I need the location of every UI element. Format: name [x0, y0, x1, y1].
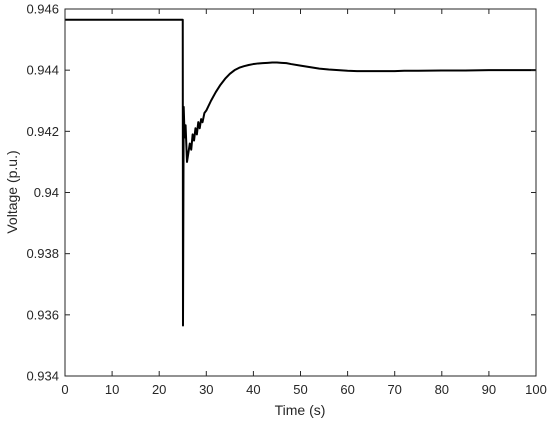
x-tick-label: 0 [61, 382, 68, 397]
voltage-series-line [65, 18, 536, 327]
y-tick-label: 0.944 [26, 63, 59, 78]
x-tick-label: 10 [105, 382, 119, 397]
x-tick-label: 60 [340, 382, 354, 397]
x-tick-label: 70 [387, 382, 401, 397]
x-tick-label: 80 [435, 382, 449, 397]
y-tick-label: 0.934 [26, 369, 59, 384]
y-tick-label: 0.946 [26, 2, 59, 17]
x-tick-label: 90 [482, 382, 496, 397]
x-tick-label: 30 [199, 382, 213, 397]
y-axis-label: Voltage (p.u.) [4, 150, 20, 233]
y-tick-label: 0.94 [34, 185, 59, 200]
x-tick-label: 40 [246, 382, 260, 397]
y-tick-label: 0.936 [26, 307, 59, 322]
x-tick-label: 20 [152, 382, 166, 397]
data-layer [65, 18, 536, 327]
x-axis-label: Time (s) [275, 402, 326, 418]
x-axis: 0 10 20 30 40 50 60 70 80 90 100 [61, 9, 547, 397]
x-tick-label: 100 [525, 382, 547, 397]
y-axis: 0.934 0.936 0.938 0.94 0.942 0.944 0.946 [26, 2, 536, 384]
x-tick-label: 50 [293, 382, 307, 397]
y-tick-label: 0.942 [26, 124, 59, 139]
plot-background [65, 9, 536, 376]
y-tick-label: 0.938 [26, 246, 59, 261]
